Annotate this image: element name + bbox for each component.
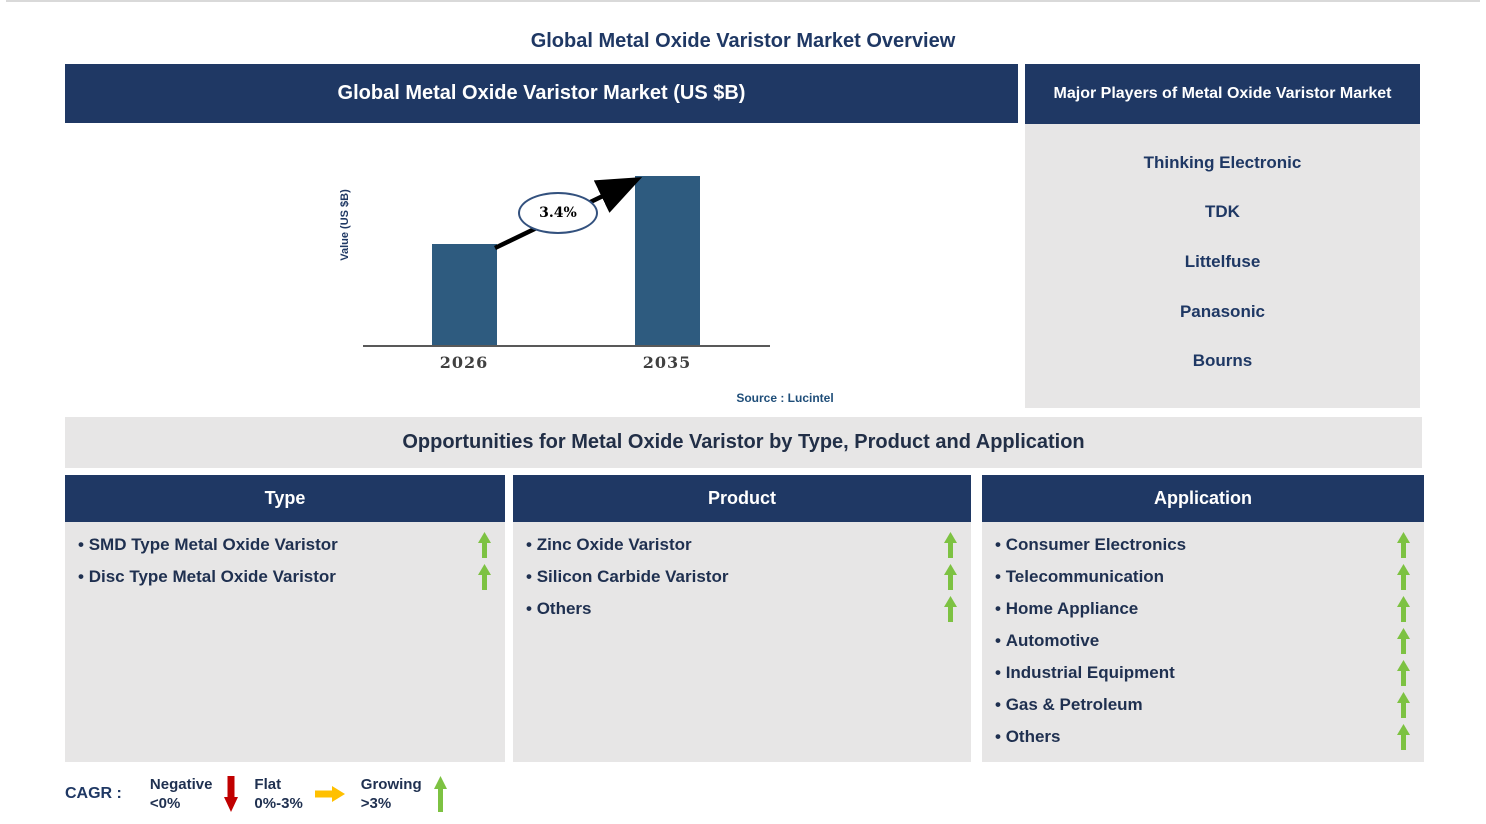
list-item-label: SMD Type Metal Oxide Varistor xyxy=(78,535,338,555)
cagr-value: 3.4% xyxy=(539,205,577,221)
application-column: Application Consumer Electronics Telecom… xyxy=(982,475,1424,762)
list-item: Home Appliance xyxy=(995,593,1410,625)
growing-up-arrow-icon xyxy=(478,532,491,558)
list-item: Others xyxy=(995,721,1410,753)
player-name: Thinking Electronic xyxy=(1143,152,1302,172)
cagr-trend-arrow-icon xyxy=(494,177,643,251)
list-item-label: Gas & Petroleum xyxy=(995,695,1143,715)
list-item: Automotive xyxy=(995,625,1410,657)
top-border-line xyxy=(6,0,1480,2)
list-item: Consumer Electronics xyxy=(995,529,1410,561)
legend-growing-range: >3% xyxy=(360,795,392,812)
legend-flat-label: Flat xyxy=(254,776,282,793)
source-credit: Source : Lucintel xyxy=(736,391,834,405)
product-column-list: Zinc Oxide Varistor Silicon Carbide Vari… xyxy=(513,522,971,762)
bar-2035 xyxy=(635,176,700,345)
list-item-label: Silicon Carbide Varistor xyxy=(526,567,729,587)
legend-entry-flat: Flat 0%-3% xyxy=(254,775,345,813)
negative-down-arrow-icon xyxy=(224,776,239,812)
product-column: Product Zinc Oxide Varistor Silicon Carb… xyxy=(513,475,971,762)
flat-right-arrow-icon xyxy=(314,786,345,802)
type-column-list: SMD Type Metal Oxide Varistor Disc Type … xyxy=(65,522,505,762)
legend-negative-range: <0% xyxy=(149,795,181,812)
growing-up-arrow-icon xyxy=(944,532,957,558)
market-chart-panel: Global Metal Oxide Varistor Market (US $… xyxy=(65,64,1018,409)
x-tick-2035: 2035 xyxy=(642,353,692,372)
major-players-panel: Major Players of Metal Oxide Varistor Ma… xyxy=(1025,64,1420,408)
type-column-header: Type xyxy=(65,475,505,522)
bar-chart: Value (US $B) 3.4% 2026 2035 Source : Lu… xyxy=(65,123,1018,409)
application-column-list: Consumer Electronics Telecommunication H… xyxy=(982,522,1424,762)
player-name: Panasonic xyxy=(1179,301,1266,321)
list-item-label: Consumer Electronics xyxy=(995,535,1186,555)
list-item-label: Others xyxy=(995,727,1061,747)
growing-up-arrow-icon xyxy=(1397,564,1410,590)
list-item: Industrial Equipment xyxy=(995,657,1410,689)
growing-up-arrow-icon xyxy=(1397,692,1410,718)
player-name: Bourns xyxy=(1192,351,1253,371)
application-column-header: Application xyxy=(982,475,1424,522)
x-axis-line xyxy=(363,345,770,347)
player-name: TDK xyxy=(1205,202,1240,222)
list-item: Others xyxy=(526,593,957,625)
cagr-badge: 3.4% xyxy=(518,192,598,234)
growing-up-arrow-icon xyxy=(1397,724,1410,750)
growing-up-arrow-icon xyxy=(1397,628,1410,654)
bar-2026 xyxy=(432,244,497,345)
list-item: Disc Type Metal Oxide Varistor xyxy=(78,561,491,593)
page-title: Global Metal Oxide Varistor Market Overv… xyxy=(530,30,956,52)
list-item-label: Automotive xyxy=(995,631,1100,651)
list-item: Zinc Oxide Varistor xyxy=(526,529,957,561)
growing-up-arrow-icon xyxy=(433,776,447,812)
list-item-label: Home Appliance xyxy=(995,599,1139,619)
opportunities-banner: Opportunities for Metal Oxide Varistor b… xyxy=(65,417,1422,468)
list-item: Telecommunication xyxy=(995,561,1410,593)
list-item-label: Zinc Oxide Varistor xyxy=(526,535,692,555)
list-item: Silicon Carbide Varistor xyxy=(526,561,957,593)
x-tick-2026: 2026 xyxy=(439,353,489,372)
cagr-legend: CAGR : Negative <0% Flat 0%-3% Growing >… xyxy=(65,770,463,818)
growing-up-arrow-icon xyxy=(944,596,957,622)
list-item-label: Telecommunication xyxy=(995,567,1164,587)
growing-up-arrow-icon xyxy=(944,564,957,590)
player-name: Littelfuse xyxy=(1184,251,1261,271)
legend-negative-label: Negative xyxy=(149,776,213,793)
growing-up-arrow-icon xyxy=(1397,660,1410,686)
growing-up-arrow-icon xyxy=(478,564,491,590)
legend-entry-negative: Negative <0% xyxy=(150,775,239,813)
legend-growing-label: Growing xyxy=(360,776,422,793)
major-players-list: Thinking Electronic TDK Littelfuse Panas… xyxy=(1025,124,1420,408)
list-item: SMD Type Metal Oxide Varistor xyxy=(78,529,491,561)
legend-title: CAGR : xyxy=(65,785,122,802)
legend-flat-range: 0%-3% xyxy=(254,795,303,812)
type-column: Type SMD Type Metal Oxide Varistor Disc … xyxy=(65,475,505,762)
product-column-header: Product xyxy=(513,475,971,522)
legend-entry-growing: Growing >3% xyxy=(361,775,447,813)
list-item-label: Industrial Equipment xyxy=(995,663,1175,683)
list-item: Gas & Petroleum xyxy=(995,689,1410,721)
major-players-title: Major Players of Metal Oxide Varistor Ma… xyxy=(1025,64,1420,124)
list-item-label: Others xyxy=(526,599,592,619)
list-item-label: Disc Type Metal Oxide Varistor xyxy=(78,567,336,587)
growing-up-arrow-icon xyxy=(1397,532,1410,558)
chart-panel-title: Global Metal Oxide Varistor Market (US $… xyxy=(65,64,1018,123)
growing-up-arrow-icon xyxy=(1397,596,1410,622)
opportunities-columns: Type SMD Type Metal Oxide Varistor Disc … xyxy=(65,475,1424,762)
